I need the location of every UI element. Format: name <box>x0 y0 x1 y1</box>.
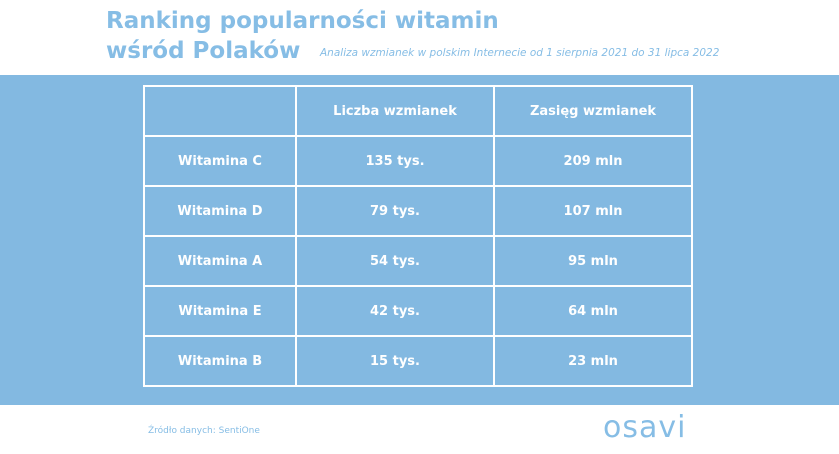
subtitle: Analiza wzmianek w polskim Internecie od… <box>320 47 720 59</box>
logo: osavi <box>603 410 687 445</box>
table-panel: Liczba wzmianek Zasięg wzmianek Witamina… <box>0 75 839 405</box>
table-cell: 209 mln <box>493 135 693 187</box>
row-label: Witamina B <box>143 335 297 387</box>
table-cell: 79 tys. <box>295 185 495 237</box>
title: wśród Polaków <box>106 38 301 64</box>
table-cell: 23 mln <box>493 335 693 387</box>
table-body: Witamina C 135 tys. 209 mln Witamina D 79 ty… <box>143 135 693 387</box>
table-cell: 64 mln <box>493 285 693 337</box>
header-cell <box>143 85 297 137</box>
table-row: Witamina C 135 tys. 209 mln <box>143 135 693 187</box>
source: Źródło danych: SentiOne <box>148 426 260 436</box>
table-row: Witamina D 79 tys. 107 mln <box>143 185 693 237</box>
row-label: Witamina E <box>143 285 297 337</box>
table-cell: 95 mln <box>493 235 693 287</box>
row-label: Witamina D <box>143 185 297 237</box>
table-cell: 15 tys. <box>295 335 495 387</box>
table-row: Witamina A 54 tys. 95 mln <box>143 235 693 287</box>
header-row: Liczba wzmianek Zasięg wzmianek <box>143 85 693 137</box>
table-row: Witamina E 42 tys. 64 mln <box>143 285 693 337</box>
table-row: Witamina B 15 tys. 23 mln <box>143 335 693 387</box>
table-cell: 54 tys. <box>295 235 495 287</box>
table-cell: 135 tys. <box>295 135 495 187</box>
row-label: Witamina A <box>143 235 297 287</box>
title: Ranking popularności witamin <box>106 8 499 34</box>
table: Liczba wzmianek Zasięg wzmianek Witamina… <box>143 85 693 387</box>
row-label: Witamina C <box>143 135 297 187</box>
header-cell: Zasięg wzmianek <box>493 85 693 137</box>
table-cell: 107 mln <box>493 185 693 237</box>
table-cell: 42 tys. <box>295 285 495 337</box>
header-cell: Liczba wzmianek <box>295 85 495 137</box>
